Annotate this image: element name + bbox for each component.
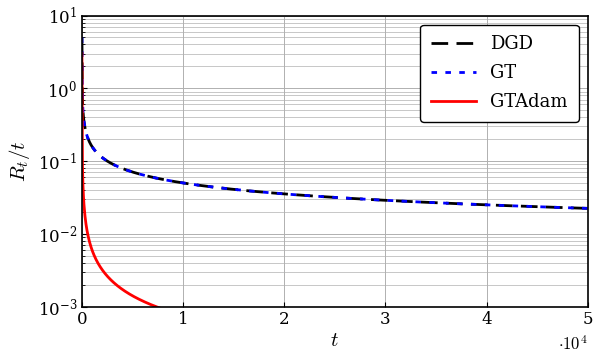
DGD xyxy=(482,203,489,207)
Legend: DGD, GT, GTAdam: DGD, GT, GTAdam xyxy=(420,24,579,122)
Text: $\cdot10^4$: $\cdot10^4$ xyxy=(558,336,588,355)
GT xyxy=(130,170,137,175)
GTAdam xyxy=(482,353,489,357)
DGD xyxy=(426,200,433,204)
DGD xyxy=(283,192,290,196)
Line: DGD: DGD xyxy=(82,37,588,208)
Line: GTAdam: GTAdam xyxy=(82,54,588,360)
DGD xyxy=(130,170,137,175)
GT xyxy=(79,35,86,40)
GTAdam xyxy=(473,352,480,356)
Line: GT: GT xyxy=(82,37,588,208)
GTAdam xyxy=(130,294,137,298)
GTAdam xyxy=(584,359,592,360)
DGD xyxy=(584,206,592,211)
GTAdam xyxy=(426,348,433,353)
GT xyxy=(584,206,592,211)
GTAdam xyxy=(283,333,290,338)
GT xyxy=(473,202,480,207)
GT xyxy=(283,192,290,196)
GT xyxy=(426,200,433,204)
DGD xyxy=(79,35,86,40)
GTAdam xyxy=(301,336,308,340)
GT xyxy=(482,203,489,207)
Y-axis label: $R_t/t$: $R_t/t$ xyxy=(7,140,32,182)
DGD xyxy=(301,193,308,198)
DGD xyxy=(473,202,480,207)
GTAdam xyxy=(79,51,86,56)
X-axis label: $t$: $t$ xyxy=(331,331,339,350)
GT xyxy=(301,193,308,198)
